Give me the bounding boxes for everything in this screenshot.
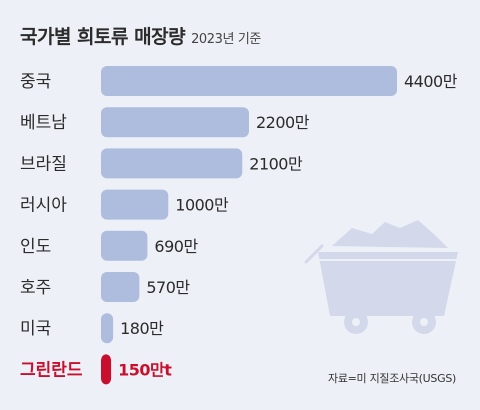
value-label: 4400만: [404, 72, 458, 91]
mine-cart-icon: [304, 220, 458, 334]
category-label: 중국: [20, 72, 51, 92]
source-note: 자료=미 지질조사국(USGS): [328, 372, 456, 385]
category-label: 호주: [20, 278, 51, 298]
value-label: 690만: [154, 237, 198, 256]
cart-wheel-left-hub: [352, 318, 360, 326]
category-label: 브라질: [20, 154, 67, 174]
chart-title-row: 국가별 희토류 매장량 2023년 기준: [20, 22, 261, 49]
bar: [101, 107, 249, 138]
bar: [101, 313, 114, 344]
bar: [101, 189, 169, 220]
value-label: 1000만: [175, 196, 229, 215]
value-label: 2200만: [256, 113, 310, 132]
value-label: 150만t: [118, 360, 172, 379]
chart-title: 국가별 희토류 매장량: [20, 26, 186, 48]
chart-subtitle: 2023년 기준: [191, 32, 261, 47]
cart-wheel-right-hub: [420, 318, 428, 326]
category-label: 인도: [20, 237, 51, 257]
value-label: 570만: [146, 278, 190, 297]
category-label: 그린란드: [20, 360, 83, 380]
value-label: 2100만: [249, 154, 303, 173]
pickaxe-handle: [304, 244, 324, 264]
cart-body: [318, 252, 458, 316]
bar: [101, 148, 243, 179]
ore-pile: [332, 220, 448, 248]
category-label: 러시아: [20, 196, 67, 216]
bar: [101, 66, 397, 96]
category-label: 베트남: [20, 113, 67, 133]
bar: [101, 230, 148, 261]
value-label: 180만: [120, 319, 164, 338]
bar: [101, 272, 140, 302]
bar: [101, 354, 112, 385]
category-label: 미국: [20, 319, 51, 339]
